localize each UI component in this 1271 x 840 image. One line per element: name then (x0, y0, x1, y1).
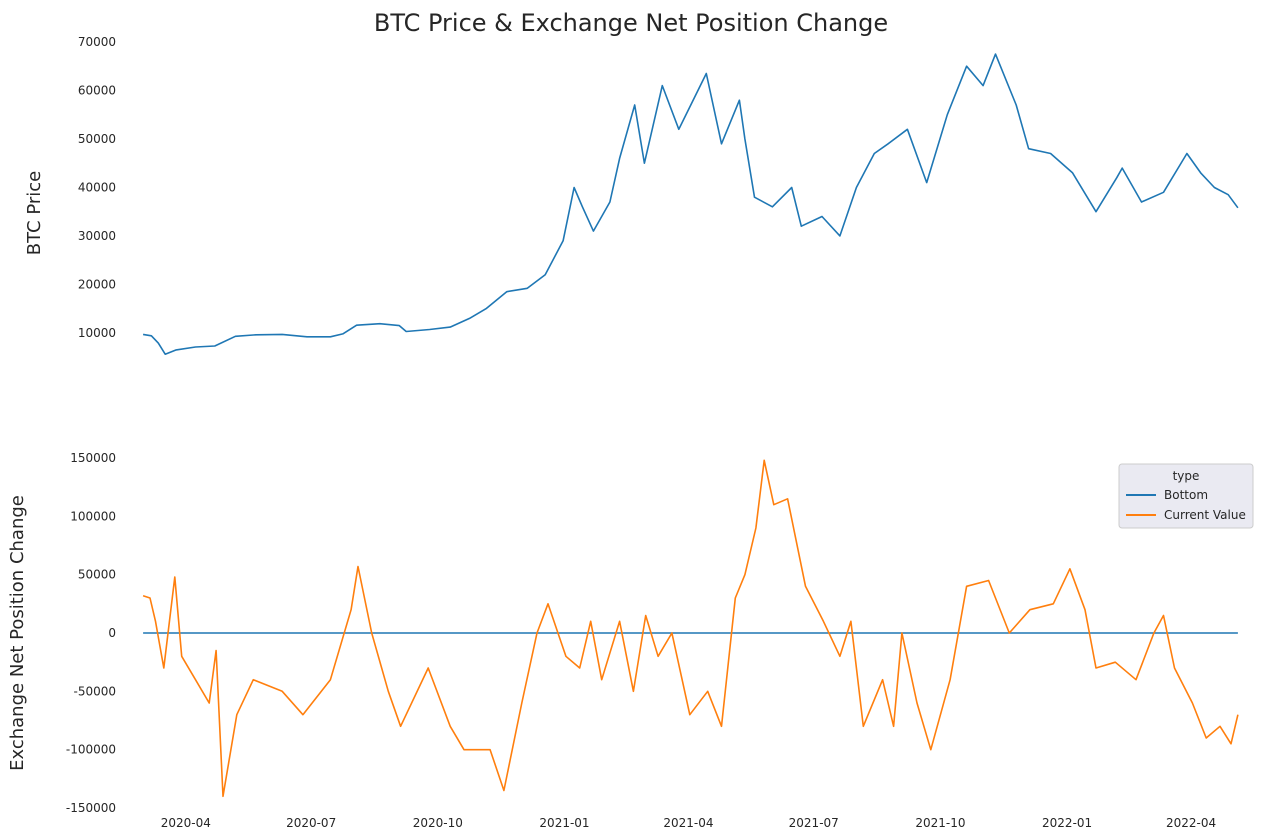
price-y-tick-label: 50000 (78, 132, 116, 146)
price-y-tick-label: 10000 (78, 326, 116, 340)
top-y-axis-label: BTC Price (24, 171, 45, 256)
netpos-y-tick-label: 150000 (70, 451, 116, 465)
x-tick-label: 2021-01 (539, 816, 589, 830)
series-line-current-value (142, 459, 1239, 798)
legend-label-bottom: Bottom (1164, 488, 1208, 502)
netpos-y-tick-label: 0 (108, 626, 116, 640)
x-tick-label: 2022-04 (1166, 816, 1216, 830)
netpos-y-tick-label: 50000 (78, 568, 116, 582)
netpos-y-tick-label: 100000 (70, 509, 116, 523)
chart-title: BTC Price & Exchange Net Position Change (374, 9, 888, 37)
bottom-y-axis-label: Exchange Net Position Change (7, 495, 28, 771)
x-tick-label: 2021-07 (789, 816, 839, 830)
price-y-tick-label: 20000 (78, 277, 116, 291)
price-y-tick-label: 30000 (78, 229, 116, 243)
netpos-y-tick-label: -150000 (66, 801, 116, 815)
price-y-tick-label: 60000 (78, 83, 116, 97)
x-tick-label: 2021-04 (663, 816, 713, 830)
legend-label-current-value: Current Value (1164, 508, 1246, 522)
x-tick-label: 2020-07 (286, 816, 336, 830)
price-y-tick-label: 40000 (78, 180, 116, 194)
netpos-y-tick-label: -100000 (66, 743, 116, 757)
series-line-price (142, 53, 1239, 356)
legend: type Bottom Current Value (1118, 463, 1254, 529)
legend-box (1118, 463, 1254, 529)
x-tick-label: 2021-10 (915, 816, 965, 830)
x-tick-label: 2020-10 (413, 816, 463, 830)
price-panel: 10000 20000 30000 40000 50000 60000 70000 (78, 35, 1239, 356)
net-position-panel: -150000 -100000 -50000 0 50000 100000 150000 20… (66, 451, 1239, 830)
x-tick-label: 2020-04 (161, 816, 211, 830)
netpos-y-tick-label: -50000 (73, 684, 116, 698)
x-tick-label: 2022-01 (1042, 816, 1092, 830)
price-y-tick-label: 70000 (78, 35, 116, 49)
legend-title: type (1173, 469, 1200, 483)
